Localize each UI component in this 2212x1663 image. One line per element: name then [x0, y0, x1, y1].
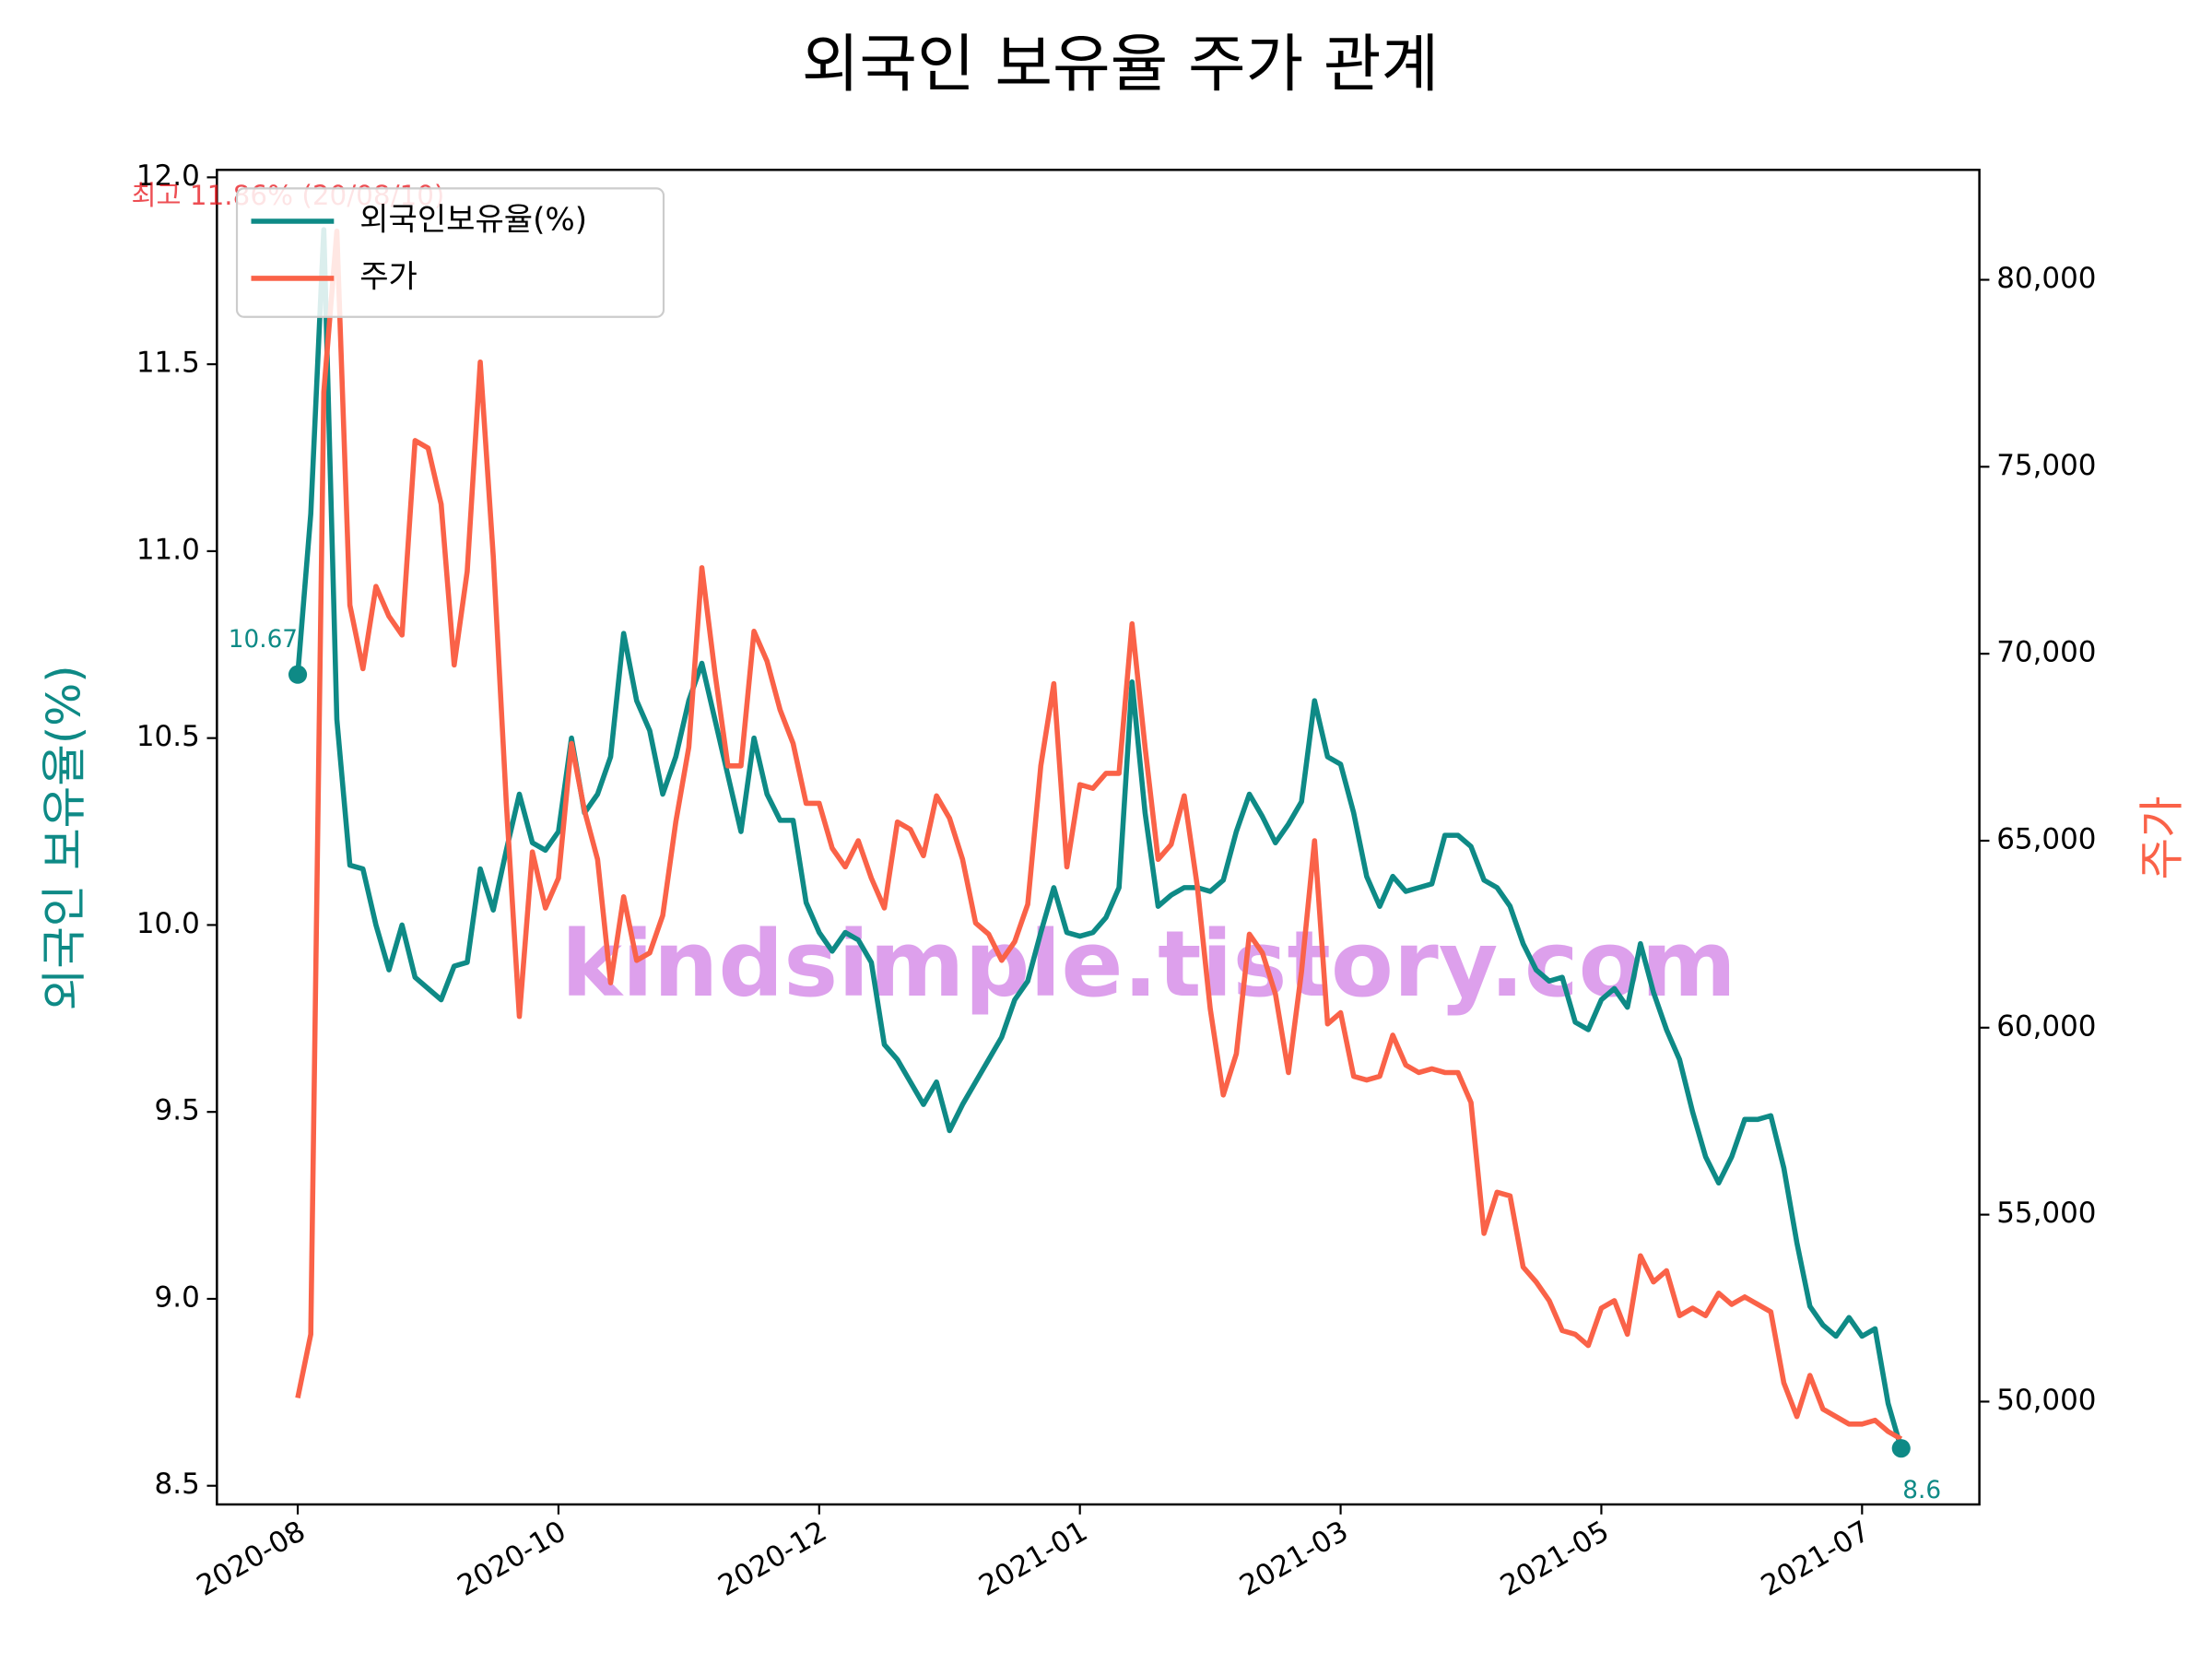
- y-tick-label: 8.5: [155, 1468, 200, 1501]
- y2-tick-label: 50,000: [1996, 1384, 2096, 1417]
- x-tick-label: 2021-07: [1756, 1515, 1876, 1603]
- x-tick-label: 2020-08: [191, 1515, 311, 1603]
- legend-box: [235, 187, 665, 318]
- x-tick-label: 2021-03: [1234, 1515, 1354, 1603]
- series-line: [295, 227, 1904, 1449]
- y2-tick-label: 60,000: [1996, 1009, 2096, 1043]
- y-tick-label: 10.5: [136, 720, 200, 753]
- plot-frame: [216, 169, 1981, 1506]
- y-tick-label: 12.0: [136, 159, 200, 193]
- y2-tick-label: 75,000: [1996, 449, 2096, 482]
- point-marker: [1891, 1439, 1911, 1458]
- watermark: kindsimple.tistory.com: [561, 912, 1736, 1018]
- y-tick-label: 10.0: [136, 907, 200, 940]
- data-label: 10.67: [229, 626, 298, 654]
- x-tick-label: 2021-05: [1495, 1515, 1615, 1603]
- y2-axis-label: 주가: [2135, 796, 2188, 879]
- legend-label: 외국인보유율(%): [359, 202, 587, 239]
- y-tick-label: 11.5: [136, 347, 200, 380]
- y2-tick-label: 65,000: [1996, 822, 2096, 855]
- y2-tick-label: 55,000: [1996, 1197, 2096, 1230]
- y-tick-label: 11.0: [136, 533, 200, 566]
- y-tick-label: 9.0: [155, 1280, 200, 1314]
- y2-tick-label: 80,000: [1996, 262, 2096, 295]
- point-marker: [288, 665, 308, 684]
- y2-tick-label: 70,000: [1996, 636, 2096, 669]
- x-tick-label: 2021-01: [973, 1515, 1093, 1603]
- series-line: [295, 228, 1903, 1442]
- chart-title: 외국인 보유율 주가 관계: [802, 29, 1440, 101]
- y-tick-label: 9.5: [155, 1094, 200, 1127]
- y-axis-label: 외국인 보유율(%): [37, 665, 90, 1010]
- x-tick-label: 2020-12: [712, 1515, 832, 1603]
- data-label: 8.6: [1902, 1477, 1941, 1504]
- legend-label: 주가: [359, 258, 418, 295]
- x-tick-label: 2020-10: [452, 1515, 571, 1603]
